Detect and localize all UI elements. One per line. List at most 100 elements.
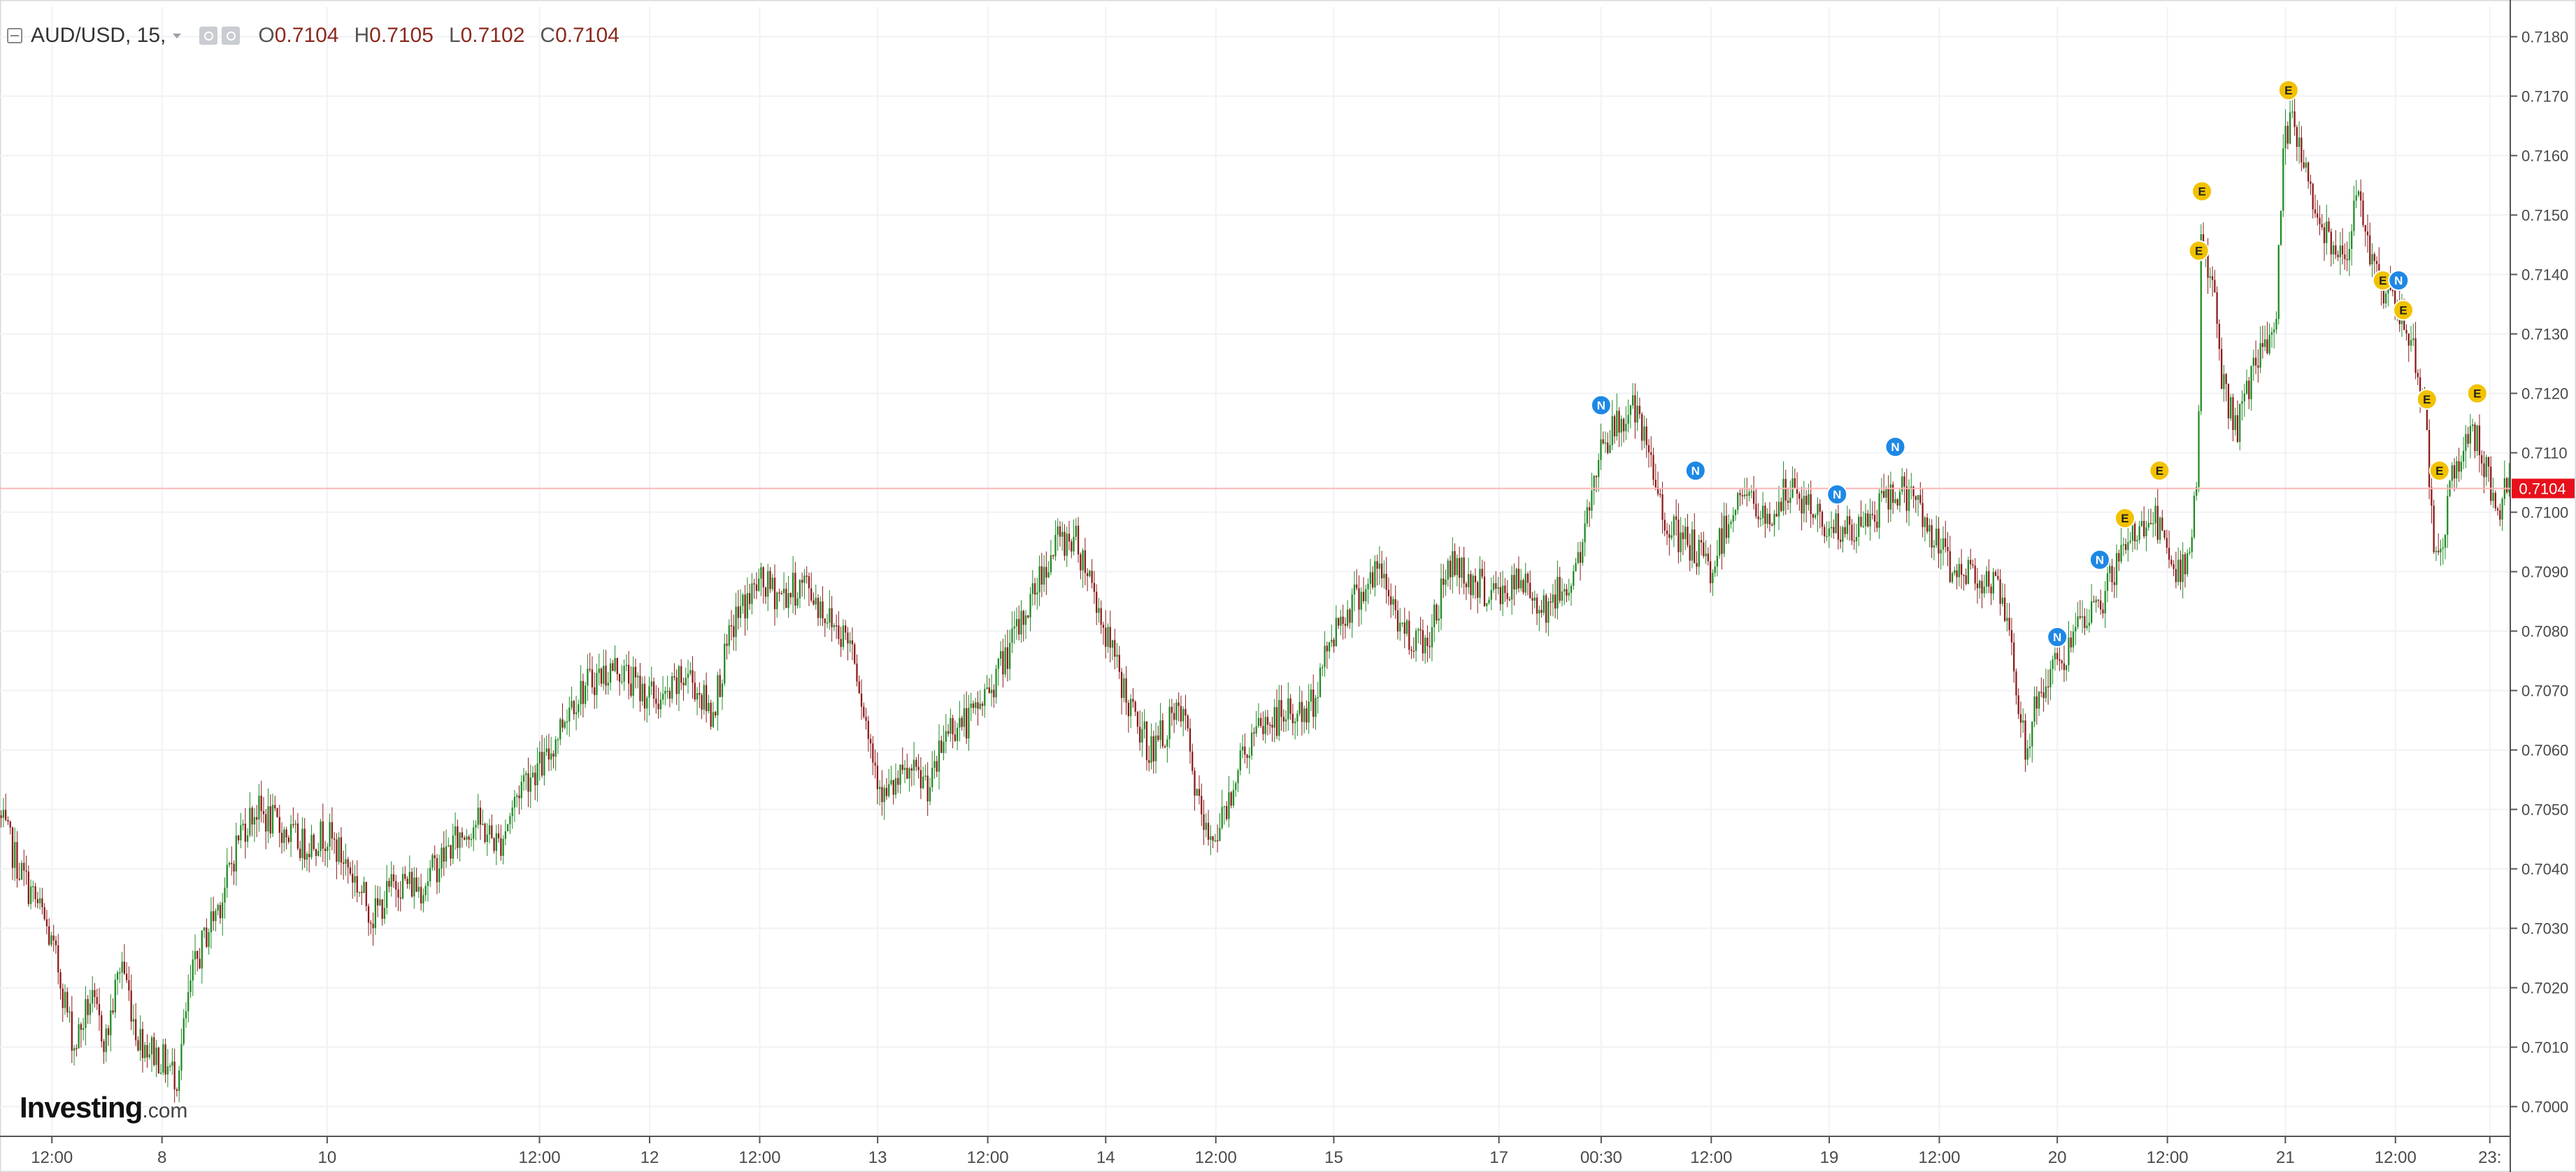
chevron-down-icon[interactable]: [173, 33, 182, 38]
economic-event-marker[interactable]: E: [2416, 389, 2438, 410]
candle-body: [327, 846, 329, 852]
candle-body: [634, 666, 637, 678]
candle-body: [2189, 552, 2191, 554]
candle-body: [1885, 488, 1887, 498]
candle-body: [1526, 573, 1529, 583]
candle-body: [235, 835, 237, 872]
candle-body: [1217, 840, 1219, 842]
candle-body: [1141, 729, 1143, 743]
economic-event-marker[interactable]: E: [2188, 240, 2210, 262]
candle-body: [1385, 573, 1387, 590]
candle-body: [2433, 506, 2435, 552]
candle-body: [1317, 696, 1319, 699]
candle-body: [2120, 545, 2122, 562]
economic-event-marker[interactable]: E: [2114, 508, 2135, 529]
candle-body: [849, 640, 851, 644]
candle-body: [1036, 592, 1038, 595]
candle-body: [661, 694, 664, 700]
news-event-marker[interactable]: N: [1590, 394, 1612, 416]
news-event-marker[interactable]: N: [2047, 627, 2068, 648]
candle-body: [1264, 717, 1266, 734]
candle-body: [210, 911, 213, 933]
candle-body: [2015, 671, 2017, 696]
candle-body: [244, 823, 246, 842]
candle-body: [2462, 450, 2465, 462]
candle-body: [990, 689, 993, 694]
candle-body: [2013, 642, 2015, 672]
visibility-icon[interactable]: [199, 27, 218, 45]
candle-body: [1310, 689, 1312, 702]
candle-body: [1390, 596, 1392, 605]
economic-event-marker[interactable]: E: [2191, 180, 2213, 202]
symbol-label[interactable]: AUD/USD, 15,: [31, 24, 166, 47]
candle-body: [29, 886, 32, 904]
economic-event-marker[interactable]: E: [2277, 80, 2299, 101]
candle-body: [1812, 514, 1815, 518]
x-tick-label: 13: [868, 1148, 887, 1167]
candle-body: [2447, 496, 2449, 535]
candle-body: [324, 848, 327, 852]
candle-body: [1244, 746, 1246, 755]
candle-body: [1477, 582, 1479, 598]
candle-body: [1438, 618, 1440, 621]
candle-body: [1228, 792, 1230, 820]
candle-body: [2481, 455, 2483, 464]
economic-event-marker[interactable]: E: [2466, 383, 2488, 404]
candle-body: [1022, 610, 1024, 625]
candle-body: [511, 807, 513, 817]
candle-body: [1575, 563, 1577, 571]
candle-body: [910, 768, 913, 771]
candle-body: [1349, 609, 1351, 623]
candle-body: [69, 1011, 71, 1013]
candle-body: [2289, 112, 2291, 144]
candle-body: [308, 853, 310, 857]
news-event-marker[interactable]: N: [2089, 549, 2110, 571]
candle-body: [2305, 162, 2307, 168]
candle-body: [427, 881, 429, 886]
settings-icon[interactable]: [222, 27, 241, 45]
candle-body: [1517, 569, 1520, 589]
candle-body: [1275, 707, 1278, 736]
candle-body: [2332, 245, 2335, 255]
candle-body: [475, 824, 477, 828]
candle-body: [1086, 573, 1089, 576]
news-event-marker[interactable]: N: [1684, 460, 1706, 481]
candle-body: [1805, 496, 1808, 505]
candle-body: [1839, 539, 1842, 542]
candle-body: [98, 1003, 101, 1015]
candle-body: [984, 689, 986, 706]
collapse-icon[interactable]: [7, 28, 22, 43]
candle-body: [931, 767, 933, 787]
candle-body: [776, 592, 778, 610]
candle-body: [2339, 245, 2342, 257]
economic-event-marker[interactable]: E: [2149, 460, 2170, 481]
candle-body: [1495, 583, 1497, 589]
candle-body: [76, 1048, 78, 1050]
candle-body: [2006, 617, 2008, 621]
economic-event-marker[interactable]: E: [2428, 460, 2450, 481]
candle-body: [2328, 221, 2330, 232]
economic-event-marker[interactable]: E: [2393, 299, 2414, 321]
candle-body: [917, 766, 920, 771]
news-event-marker[interactable]: N: [1826, 484, 1848, 505]
candle-body: [1869, 513, 1871, 527]
candle-body: [2196, 487, 2198, 496]
candle-body: [1050, 555, 1052, 573]
candle-body: [598, 669, 600, 673]
candle-body: [2492, 492, 2494, 501]
news-event-marker[interactable]: N: [1884, 436, 1906, 457]
candle-body: [153, 1037, 155, 1066]
candle-body: [1047, 572, 1050, 578]
candle-body: [1768, 513, 1771, 524]
candle-body: [961, 717, 963, 727]
news-event-marker[interactable]: N: [2388, 270, 2410, 291]
candle-body: [1114, 640, 1116, 657]
candle-body: [529, 777, 531, 792]
candle-body: [101, 1015, 103, 1042]
candle-body: [1152, 736, 1154, 762]
candle-body: [2405, 329, 2407, 334]
candle-body: [2360, 191, 2362, 201]
candle-body: [2494, 492, 2496, 509]
